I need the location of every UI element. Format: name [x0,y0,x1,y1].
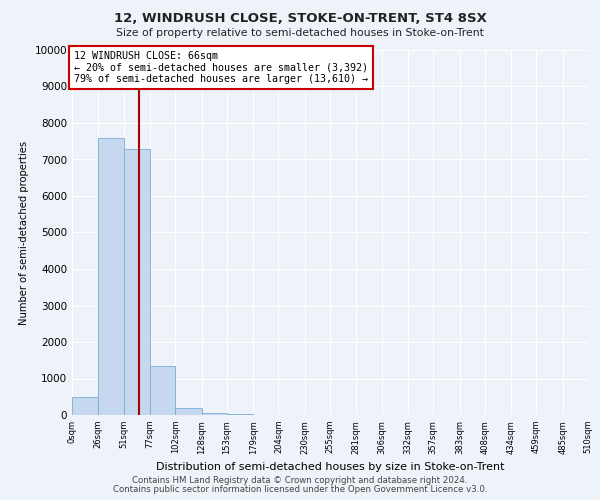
Bar [175,408,202,415]
Text: Contains public sector information licensed under the Open Government Licence v3: Contains public sector information licen… [113,485,487,494]
Text: 12 WINDRUSH CLOSE: 66sqm
← 20% of semi-detached houses are smaller (3,392)
79% o: 12 WINDRUSH CLOSE: 66sqm ← 20% of semi-d… [74,50,368,84]
Text: Size of property relative to semi-detached houses in Stoke-on-Trent: Size of property relative to semi-detach… [116,28,484,38]
Text: Contains HM Land Registry data © Crown copyright and database right 2024.: Contains HM Land Registry data © Crown c… [132,476,468,485]
Text: 12, WINDRUSH CLOSE, STOKE-ON-TRENT, ST4 8SX: 12, WINDRUSH CLOSE, STOKE-ON-TRENT, ST4 … [113,12,487,26]
Bar [227,414,253,415]
Bar [202,413,227,415]
Bar [72,397,98,415]
Bar [150,366,175,415]
X-axis label: Distribution of semi-detached houses by size in Stoke-on-Trent: Distribution of semi-detached houses by … [156,462,504,472]
Y-axis label: Number of semi-detached properties: Number of semi-detached properties [19,140,29,324]
Bar [98,138,124,415]
Bar [124,148,150,415]
